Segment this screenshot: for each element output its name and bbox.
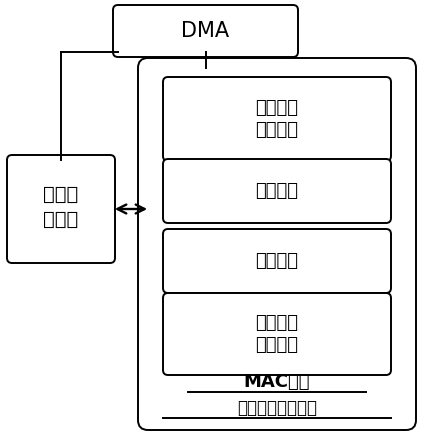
FancyBboxPatch shape — [7, 155, 115, 263]
Text: DMA: DMA — [181, 21, 229, 41]
FancyBboxPatch shape — [163, 77, 391, 161]
Text: 数据处
理单元: 数据处 理单元 — [43, 186, 78, 229]
Text: 校正模块: 校正模块 — [256, 252, 298, 270]
FancyBboxPatch shape — [138, 58, 416, 430]
Text: 发送数据
转化模块: 发送数据 转化模块 — [256, 99, 298, 139]
Text: 接口模块: 接口模块 — [256, 182, 298, 200]
Text: 接收数据
转化模块: 接收数据 转化模块 — [256, 313, 298, 354]
FancyBboxPatch shape — [163, 159, 391, 223]
FancyBboxPatch shape — [113, 5, 298, 57]
Text: MAC单元: MAC单元 — [244, 373, 310, 391]
Text: 以太网络交换装置: 以太网络交换装置 — [237, 399, 317, 417]
FancyBboxPatch shape — [163, 293, 391, 375]
FancyBboxPatch shape — [163, 229, 391, 293]
